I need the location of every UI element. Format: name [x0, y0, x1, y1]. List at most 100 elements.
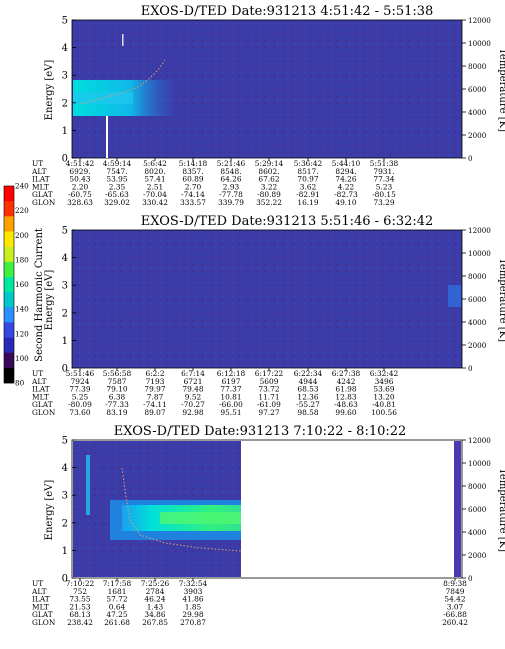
orbit-row-label: UT: [32, 579, 43, 588]
orbit-cell: 8357.: [182, 167, 203, 176]
ytick-label: 4: [62, 253, 68, 264]
orbit-cell: -40.81: [372, 400, 396, 409]
y2tick-label: 0: [468, 574, 473, 583]
orbit-cell: 29.98: [182, 610, 203, 619]
orbit-cell: -70.27: [181, 400, 205, 409]
orbit-cell: 53.69: [373, 385, 394, 394]
colorbar-tick-label: 140: [15, 305, 29, 314]
orbit-cell: 57.41: [144, 175, 165, 184]
orbit-cell: 5:29:14: [255, 159, 284, 168]
y2tick-label: 4000: [468, 318, 487, 327]
panel-3-y2label: Temperature [K]: [497, 468, 505, 552]
colorbar-swatches: [3, 185, 15, 384]
panel-3-yticks-left: 0 1 2 3 4 5: [62, 436, 76, 585]
orbit-cell: -70.04: [143, 190, 167, 199]
colorbar-swatch: [4, 246, 14, 263]
panel-2-yticks-right: 0 2000 4000 6000 8000 10000 12000: [462, 226, 491, 373]
orbit-cell: 7931.: [373, 167, 394, 176]
orbit-row-label: GLON: [32, 198, 56, 207]
ytick-label: 1: [62, 336, 68, 347]
ytick-label: 2: [62, 98, 68, 109]
orbit-cell: 270.87: [180, 618, 206, 627]
orbit-cell: 261.68: [104, 618, 130, 627]
ytick-label: 4: [62, 43, 68, 54]
orbit-cell: 752: [73, 587, 87, 596]
orbit-cell: 13.20: [373, 392, 394, 401]
y2tick-label: 8000: [468, 62, 487, 71]
panel-2-right-blob: [448, 285, 461, 307]
orbit-cell: -80.15: [372, 190, 396, 199]
ytick-label: 3: [62, 281, 68, 292]
orbit-cell: 99.60: [335, 408, 356, 417]
orbit-cell: 330.42: [142, 198, 168, 207]
orbit-cell: 7924: [71, 377, 90, 386]
panel-1-temperature-trace: [79, 59, 166, 105]
orbit-cell: 7193: [146, 377, 165, 386]
orbit-cell: 67.62: [258, 175, 279, 184]
panel-1-gap-marker: [106, 116, 108, 158]
panel-1-gap-marker-2: [122, 34, 124, 46]
orbit-cell: 4:51:42: [66, 159, 95, 168]
panel-2-plot-area: [71, 229, 463, 369]
orbit-cell: 6:32:42: [370, 369, 399, 378]
orbit-cell: -82.91: [296, 190, 320, 199]
orbit-cell: -55.27: [296, 400, 320, 409]
colorbar-tick-label: 240: [15, 182, 29, 191]
y2tick-label: 0: [468, 364, 473, 373]
orbit-cell: 1.43: [147, 602, 164, 611]
orbit-cell: 5:51:46: [66, 369, 95, 378]
orbit-cell: 7547.: [106, 167, 127, 176]
y2tick-label: 8000: [468, 272, 487, 281]
orbit-cell: 7587: [108, 377, 127, 386]
ytick-label: 5: [62, 436, 68, 447]
y2tick-label: 12000: [468, 16, 491, 25]
colorbar-tick-label: 80: [15, 379, 25, 388]
orbit-cell: 333.57: [180, 198, 206, 207]
orbit-cell: 5:51:38: [370, 159, 399, 168]
panel-3-data-strip-right: [454, 441, 461, 577]
orbit-cell: 2.70: [185, 182, 202, 191]
orbit-cell: 3903: [184, 587, 203, 596]
orbit-cell: 1.85: [185, 602, 202, 611]
panel-3-ylabel: Energy [eV]: [44, 480, 55, 541]
orbit-cell: -48.63: [334, 400, 358, 409]
y2tick-label: 4000: [468, 108, 487, 117]
colorbar-swatch: [4, 292, 14, 308]
orbit-cell: 238.42: [67, 618, 93, 627]
orbit-cell: 74.26: [335, 175, 356, 184]
y2tick-label: 2000: [468, 131, 487, 140]
orbit-row-label: ILAT: [32, 385, 50, 394]
orbit-cell: 6.38: [109, 392, 126, 401]
orbit-cell: 7:25:26: [141, 579, 170, 588]
y2tick-label: 2000: [468, 341, 487, 350]
orbit-cell: 79.97: [144, 385, 165, 394]
y2tick-label: 10000: [468, 249, 491, 258]
panel-1-ylabel: Energy [eV]: [44, 60, 55, 121]
orbit-cell: -66.88: [443, 610, 467, 619]
orbit-cell: 1681: [108, 587, 127, 596]
y2tick-label: 6000: [468, 505, 487, 514]
orbit-cell: 7.87: [147, 392, 164, 401]
orbit-cell: 7:32:54: [179, 579, 208, 588]
orbit-cell: 4242: [337, 377, 356, 386]
orbit-cell: 12.36: [297, 392, 318, 401]
orbit-cell: 7:10:22: [66, 579, 95, 588]
panel-2-title: EXOS-D/TED Date:931213 5:51:46 - 6:32:42: [141, 214, 434, 229]
colorbar-swatch: [4, 216, 14, 232]
orbit-cell: 0.64: [109, 602, 126, 611]
orbit-cell: 6:27:38: [332, 369, 361, 378]
y2tick-label: 12000: [468, 436, 491, 445]
orbit-cell: 49.10: [335, 198, 356, 207]
orbit-cell: 7849: [446, 587, 465, 596]
orbit-cell: 8294.: [335, 167, 356, 176]
orbit-cell: 6:2:2: [145, 369, 164, 378]
orbit-cell: 41.86: [182, 595, 203, 604]
orbit-cell: 6:17:22: [255, 369, 284, 378]
orbit-cell: 5:14:18: [179, 159, 208, 168]
orbit-cell: 46.24: [144, 595, 165, 604]
orbit-cell: 4.22: [338, 182, 354, 191]
orbit-cell: 77.37: [220, 385, 241, 394]
